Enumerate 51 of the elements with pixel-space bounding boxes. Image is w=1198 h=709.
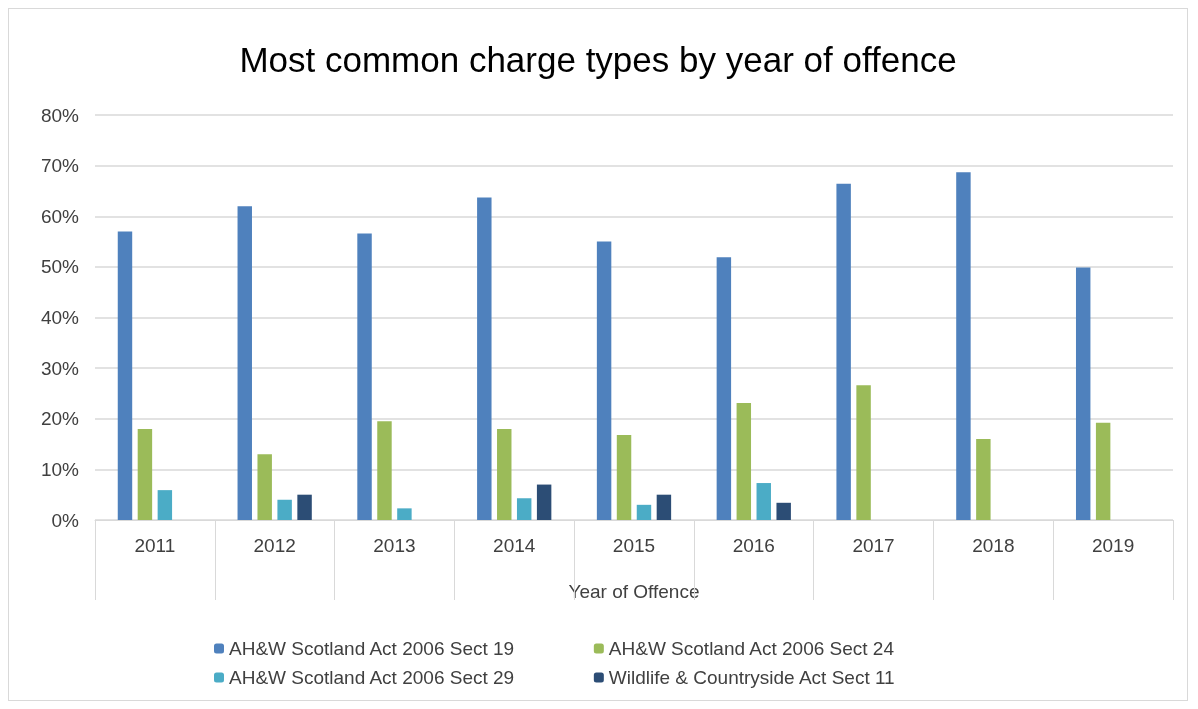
bar — [616, 434, 632, 520]
bar — [956, 172, 971, 520]
y-tick-label: 40% — [40, 307, 80, 328]
x-tick-label: 2016 — [732, 535, 775, 556]
bar — [157, 490, 173, 520]
bar — [297, 494, 312, 520]
bar — [477, 197, 492, 520]
bar — [516, 498, 532, 520]
y-tick-label: 80% — [40, 104, 80, 126]
bar — [536, 484, 552, 520]
bar — [736, 403, 752, 520]
legend-label: AH&W Scotland Act 2006 Sect 19 — [229, 638, 583, 659]
y-tick-label: 10% — [40, 458, 80, 480]
x-tick-label: 2018 — [972, 535, 1015, 556]
bar — [716, 257, 732, 520]
x-tick-label: 2019 — [1091, 535, 1135, 556]
x-tick-label: 2014 — [493, 535, 536, 556]
legend-label: AH&W Scotland Act 2006 Sect 24 — [608, 638, 963, 659]
x-tick-label: 2015 — [612, 535, 656, 556]
legend-label: Wildlife & Countryside Act Sect 11 — [608, 667, 943, 688]
bar — [497, 428, 512, 520]
x-tick-label: 2013 — [373, 535, 416, 556]
y-tick-label: 60% — [40, 205, 80, 227]
bar — [656, 494, 672, 520]
bar — [117, 231, 133, 520]
bar — [596, 241, 612, 520]
bar — [776, 502, 791, 520]
bar — [257, 454, 272, 520]
x-tick-label: 2017 — [852, 535, 895, 556]
legend-label: AH&W Scotland Act 2006 Sect 29 — [229, 667, 583, 688]
y-tick-label: 30% — [40, 357, 80, 379]
bar — [237, 206, 252, 520]
y-tick-label: 20% — [40, 408, 80, 430]
bar — [277, 499, 292, 520]
bar — [636, 504, 652, 520]
y-tick-label: 0% — [51, 509, 80, 531]
bar — [756, 483, 771, 520]
bar — [1075, 267, 1091, 520]
bar — [357, 233, 372, 520]
bar — [377, 421, 392, 520]
bar — [976, 439, 991, 520]
x-tick-label: 2011 — [134, 535, 176, 556]
bar — [397, 508, 412, 520]
y-tick-label: 70% — [40, 155, 80, 177]
bar — [1095, 422, 1111, 520]
bar — [137, 428, 153, 520]
bar — [836, 183, 851, 520]
chart-title: Most common charge types by year of offence — [239, 40, 957, 79]
y-tick-label: 50% — [40, 256, 80, 278]
bar — [856, 385, 871, 520]
x-tick-label: 2012 — [253, 535, 296, 556]
